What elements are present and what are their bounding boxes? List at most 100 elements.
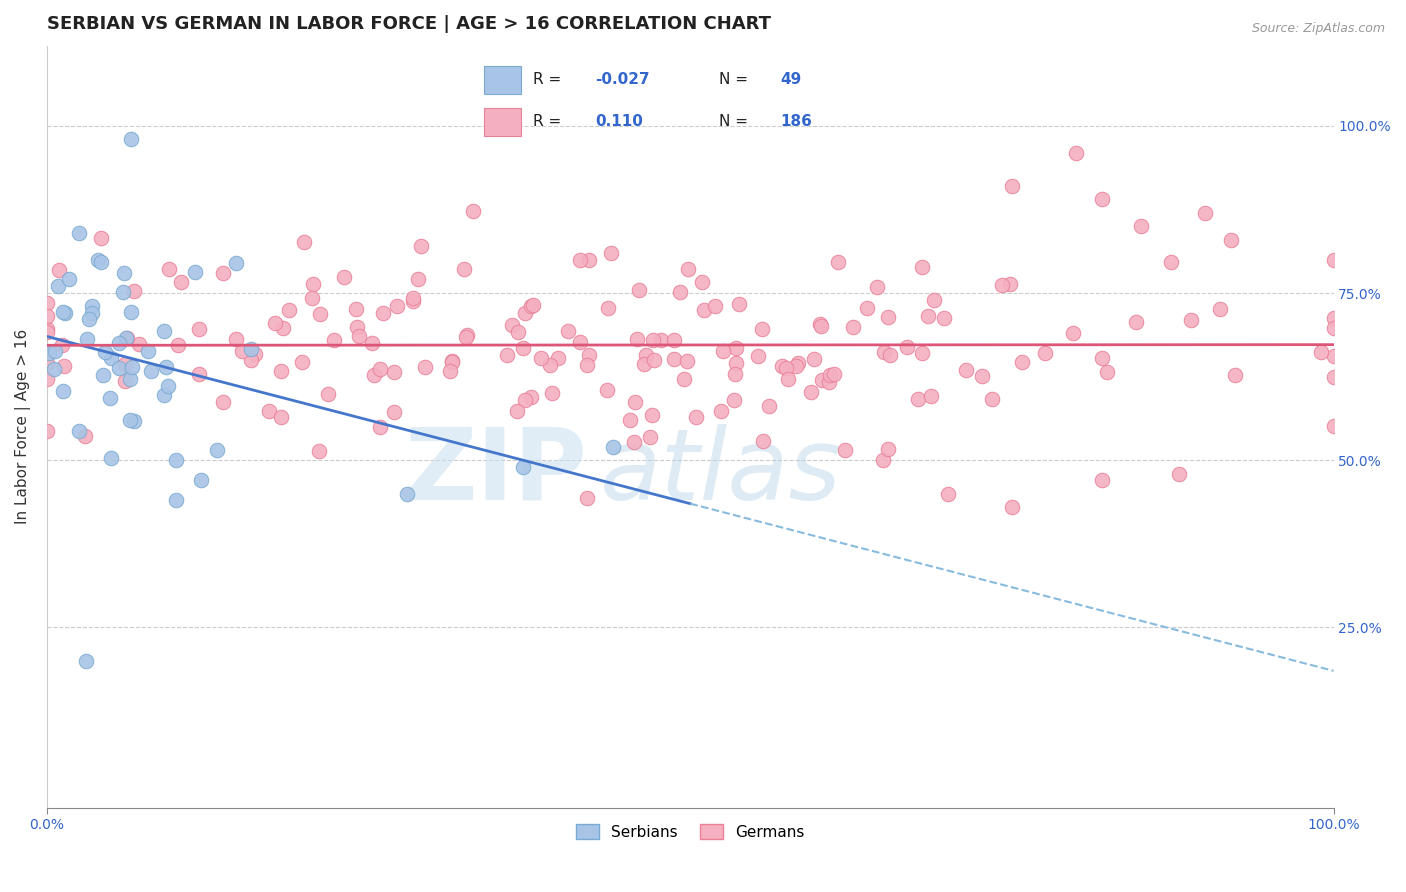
Point	[508, 326, 530, 340]
Point	[911, 260, 934, 274]
Point	[270, 364, 292, 378]
Point	[1219, 233, 1241, 247]
Point	[711, 344, 734, 359]
Point	[685, 409, 707, 424]
Point	[728, 297, 751, 311]
Point	[157, 261, 180, 276]
Point	[382, 405, 405, 419]
Point	[513, 306, 536, 320]
Point	[991, 277, 1014, 292]
Point	[75, 429, 97, 443]
Point	[818, 375, 841, 389]
Point	[439, 364, 461, 378]
Point	[368, 420, 391, 434]
Point	[1322, 370, 1344, 384]
Point	[368, 362, 391, 376]
Point	[1310, 344, 1333, 359]
Point	[155, 360, 177, 375]
Point	[786, 356, 808, 370]
Point	[876, 310, 898, 325]
Point	[723, 393, 745, 408]
Point	[627, 283, 650, 297]
Point	[495, 348, 517, 362]
Point	[156, 378, 179, 392]
Point	[1011, 355, 1033, 369]
Point	[664, 333, 686, 347]
Point	[153, 388, 176, 402]
Point	[35, 325, 58, 339]
Point	[1062, 326, 1084, 340]
Point	[1322, 418, 1344, 433]
Point	[811, 374, 834, 388]
Point	[770, 359, 793, 373]
Point	[599, 245, 621, 260]
Point	[44, 361, 66, 376]
Text: ZIP: ZIP	[405, 424, 588, 521]
Point	[75, 654, 97, 668]
Point	[112, 266, 135, 280]
Point	[170, 276, 193, 290]
Point	[623, 434, 645, 449]
Point	[704, 299, 727, 313]
Point	[114, 374, 136, 388]
Point	[396, 486, 419, 500]
Point	[118, 372, 141, 386]
Point	[513, 393, 536, 408]
Point	[115, 330, 138, 344]
Point	[271, 320, 294, 334]
Point	[1180, 312, 1202, 326]
Point	[924, 293, 946, 307]
Point	[270, 409, 292, 424]
Point	[596, 384, 619, 398]
Point	[107, 360, 129, 375]
Point	[1160, 255, 1182, 269]
Point	[519, 299, 541, 313]
Point	[785, 359, 807, 373]
Point	[90, 254, 112, 268]
Point	[141, 364, 163, 378]
Point	[67, 424, 90, 438]
Point	[619, 413, 641, 427]
Point	[100, 450, 122, 465]
Point	[453, 262, 475, 277]
Point	[402, 291, 425, 305]
Point	[184, 265, 207, 279]
Point	[1322, 310, 1344, 325]
Point	[1091, 351, 1114, 365]
Point	[803, 352, 825, 367]
Point	[873, 345, 896, 359]
Point	[1064, 145, 1087, 160]
Point	[402, 293, 425, 308]
Point	[1000, 277, 1022, 292]
Point	[333, 270, 356, 285]
Point	[240, 343, 263, 357]
Point	[578, 348, 600, 362]
Point	[225, 332, 247, 346]
Point	[641, 408, 664, 422]
Point	[243, 347, 266, 361]
Point	[291, 355, 314, 369]
Point	[48, 262, 70, 277]
Point	[752, 434, 775, 448]
Point	[981, 392, 1004, 406]
Point	[778, 372, 800, 386]
Point	[82, 299, 104, 313]
Point	[725, 341, 748, 355]
Point	[240, 352, 263, 367]
Point	[67, 226, 90, 240]
Point	[115, 331, 138, 345]
Point	[877, 442, 900, 456]
Point	[1209, 301, 1232, 316]
Point	[1091, 193, 1114, 207]
Point	[578, 252, 600, 267]
Point	[257, 403, 280, 417]
Point	[316, 387, 339, 401]
Point	[1322, 321, 1344, 335]
Point	[165, 493, 187, 508]
Point	[896, 340, 918, 354]
Point	[87, 252, 110, 267]
Point	[808, 317, 831, 331]
Y-axis label: In Labor Force | Age > 16: In Labor Force | Age > 16	[15, 329, 31, 524]
Point	[725, 356, 748, 370]
Point	[308, 444, 330, 458]
